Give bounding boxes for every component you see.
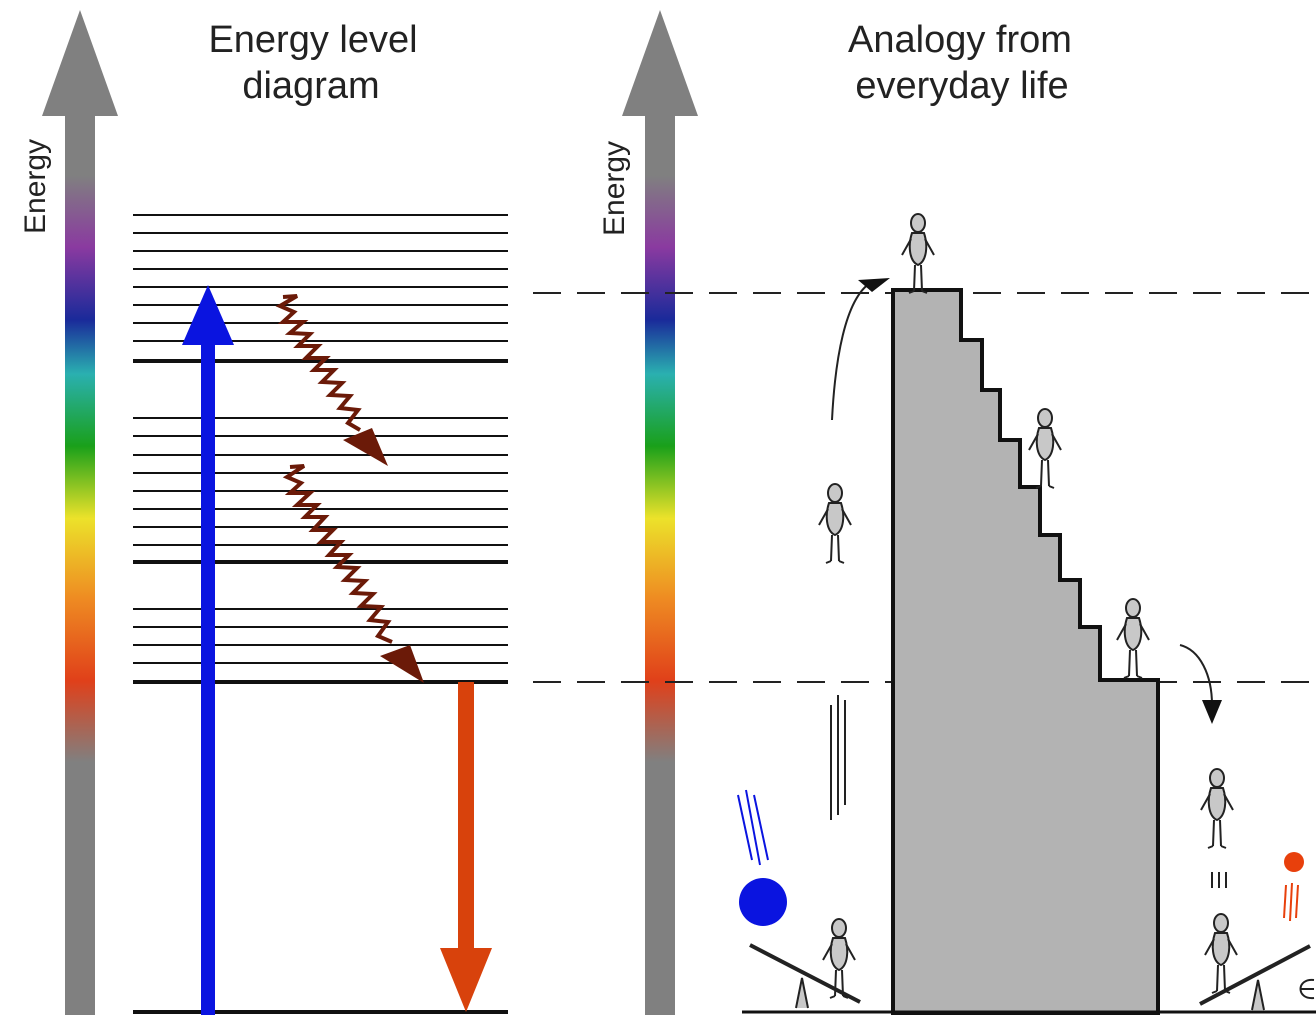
cropped-edge-glyph bbox=[1299, 978, 1315, 1000]
relaxation-arrow-lower bbox=[282, 464, 424, 683]
absorption-arrow bbox=[182, 285, 234, 1015]
right-axis-label: Energy bbox=[598, 141, 631, 236]
electronic-levels bbox=[133, 359, 508, 1014]
right-panel-title-line1: Analogy from bbox=[848, 19, 1072, 61]
motion-lines-center bbox=[830, 695, 846, 820]
motion-lines-red bbox=[1283, 882, 1299, 922]
equivalence-mark bbox=[1211, 872, 1227, 888]
staircase bbox=[891, 288, 1160, 1015]
left-seesaw-icon bbox=[749, 943, 861, 1009]
throw-trajectory bbox=[831, 278, 890, 421]
figure-falling bbox=[1200, 768, 1234, 849]
figure-ledge bbox=[1116, 598, 1150, 679]
figure-on-seesaw-right bbox=[1204, 913, 1238, 994]
relaxation-arrow-upper bbox=[275, 294, 388, 466]
figure-flying bbox=[818, 483, 852, 564]
left-panel-title-line1: Energy level bbox=[208, 19, 417, 61]
emission-arrow bbox=[440, 682, 492, 1012]
figure-top-thrower bbox=[901, 213, 935, 294]
left-energy-axis bbox=[42, 10, 118, 1015]
left-axis-label: Energy bbox=[19, 139, 52, 234]
left-panel-title-line2: diagram bbox=[242, 65, 379, 107]
right-seesaw-icon bbox=[1199, 944, 1311, 1011]
blue-ball-icon bbox=[739, 878, 787, 926]
fall-trajectory bbox=[1179, 644, 1222, 724]
right-energy-axis bbox=[622, 10, 698, 1015]
right-panel-title-line2: everyday life bbox=[855, 65, 1068, 107]
red-ball-icon bbox=[1284, 852, 1304, 872]
energy-levels bbox=[133, 214, 508, 664]
figure-on-stairs bbox=[1028, 408, 1062, 489]
motion-lines-blue bbox=[737, 789, 769, 866]
